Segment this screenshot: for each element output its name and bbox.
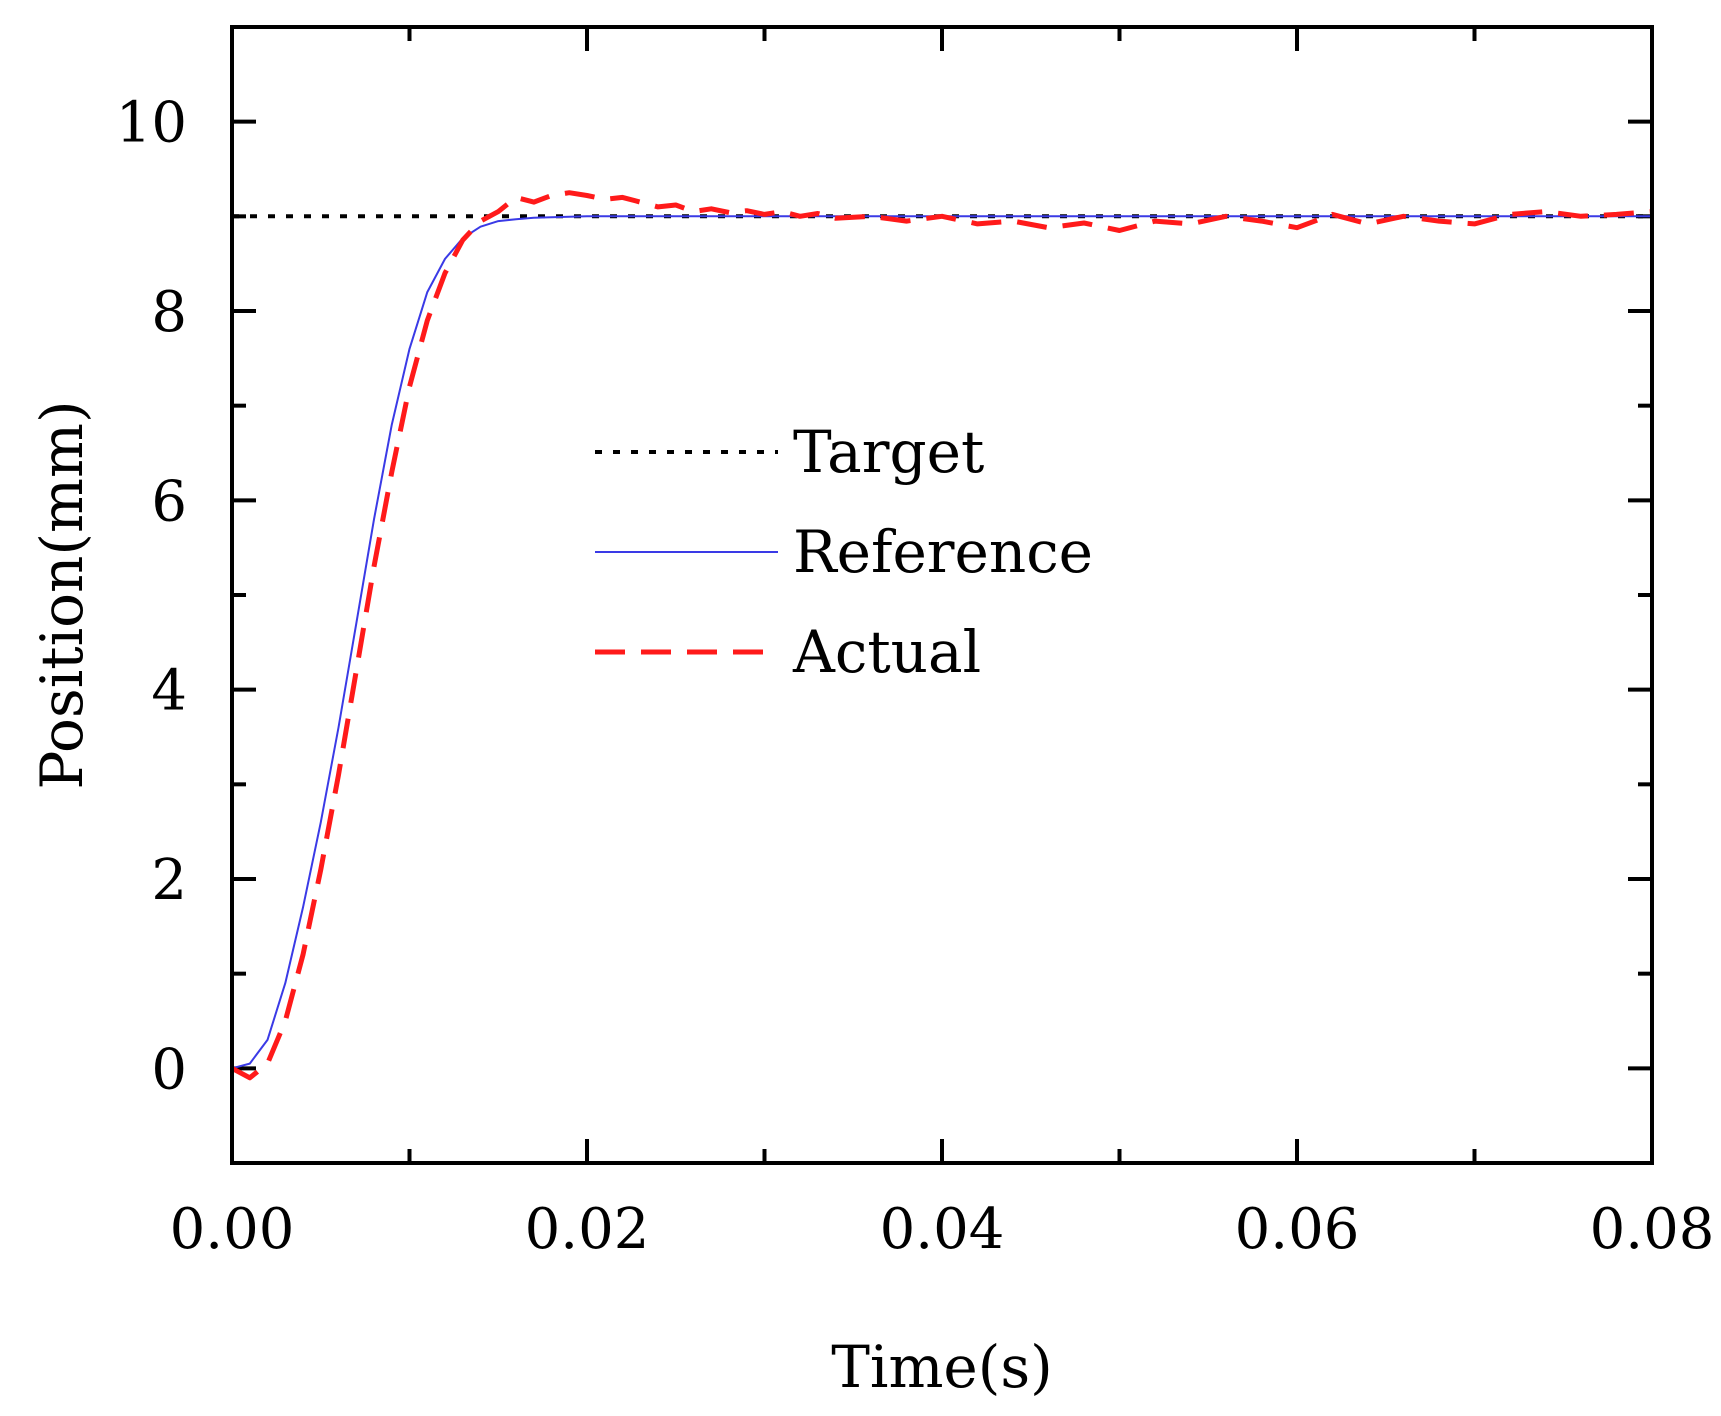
legend-label-actual: Actual [792,618,981,686]
legend: Target Reference Actual [595,418,1093,686]
x-tick-label: 0.02 [525,1197,650,1262]
y-tick-label: 6 [151,469,187,534]
y-tick-label: 2 [151,848,187,913]
y-tick-label: 4 [151,659,187,724]
axis-ticks [230,27,1654,1163]
y-tick-label: 0 [151,1037,187,1102]
y-axis-title: Position(mm) [28,400,96,789]
data-lines [230,190,1653,1081]
x-tick-label: 0.08 [1590,1197,1715,1262]
series-line-actual [230,190,1653,1081]
y-tick-label: 8 [151,280,187,345]
x-tick-label: 0.04 [880,1197,1005,1262]
x-tick-label: 0.06 [1235,1197,1360,1262]
tick-labels: 0.00 0.02 0.04 0.06 0.08 0 2 4 6 8 10 [116,91,1715,1262]
y-tick-label: 10 [116,91,187,156]
x-tick-label: 0.00 [170,1197,295,1262]
legend-label-target: Target [793,418,984,486]
plot-frame [230,25,1654,1165]
legend-label-reference: Reference [793,518,1093,586]
x-axis-title: Time(s) [831,1333,1053,1401]
